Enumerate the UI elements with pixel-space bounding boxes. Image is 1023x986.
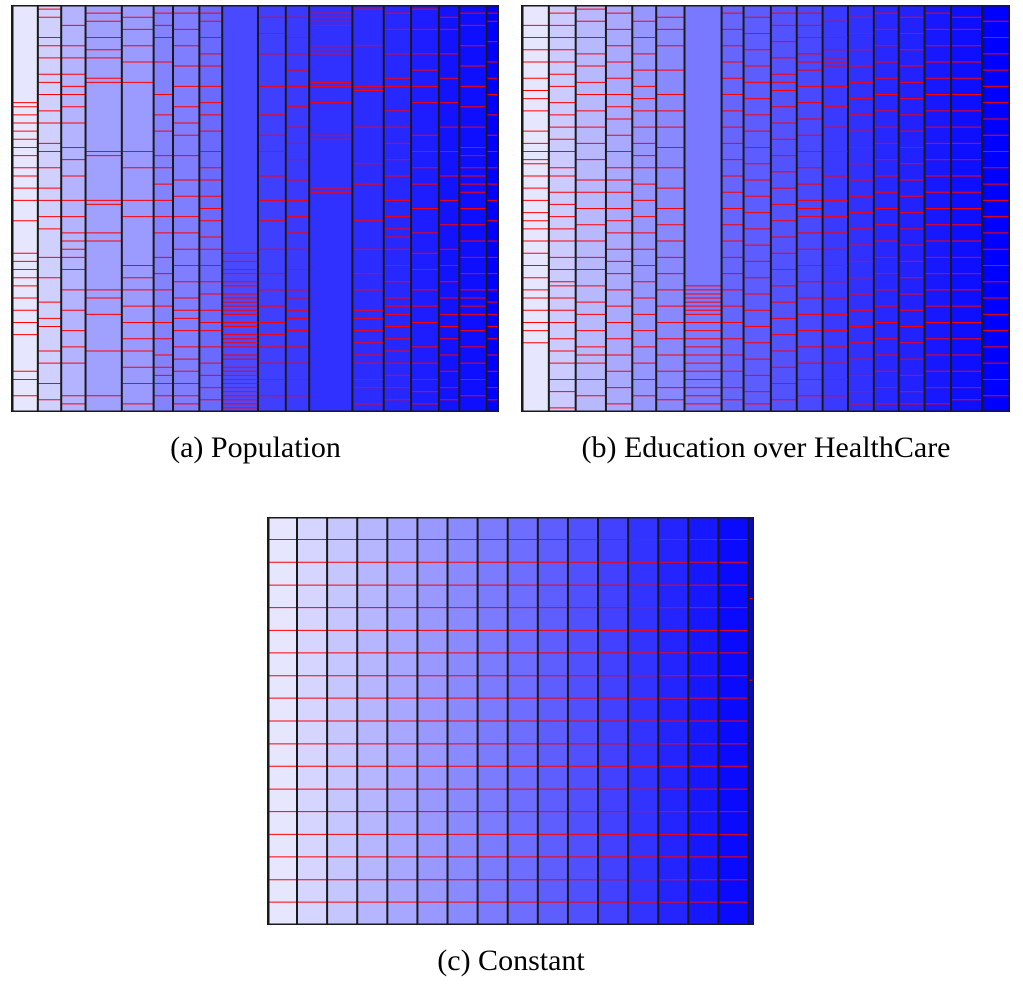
constant-column-7 — [446, 517, 478, 925]
constant-column-4 — [356, 517, 388, 925]
education-over-healthcare-column-14 — [872, 5, 899, 412]
heatmap-cell — [383, 5, 412, 412]
heatmap-cell — [222, 5, 258, 412]
education-over-healthcare-column-2 — [547, 5, 576, 412]
heatmap-cell — [847, 5, 874, 412]
heatmap-cell — [352, 5, 384, 412]
population-column-14 — [382, 5, 412, 412]
heatmap-cell — [61, 5, 86, 412]
education-over-healthcare-column-3 — [574, 5, 606, 412]
heatmap-cell — [548, 5, 576, 412]
constant-column-15 — [687, 517, 719, 925]
heatmap-cell — [748, 517, 754, 925]
constant-column-6 — [416, 517, 448, 925]
population-column-17 — [458, 5, 487, 412]
constant-column-2 — [296, 517, 328, 925]
heatmap-cell — [173, 5, 200, 412]
caption-constant: (c) Constant — [437, 944, 585, 977]
population-column-13 — [351, 5, 384, 412]
education-over-healthcare-column-1 — [521, 5, 549, 412]
population-column-12 — [308, 5, 353, 412]
heatmap-cell — [285, 5, 310, 412]
education-over-healthcare-column-16 — [923, 5, 951, 412]
heatmap-constant — [267, 517, 754, 925]
heatmap-cell — [982, 5, 1010, 412]
heatmap-cell — [309, 5, 353, 412]
education-over-healthcare-column-5 — [631, 5, 657, 412]
constant-column-5 — [386, 517, 418, 925]
heatmap-frame — [12, 5, 499, 412]
education-over-healthcare-column-18 — [981, 5, 1010, 412]
heatmap-cell — [12, 5, 38, 412]
population-column-1 — [11, 5, 38, 412]
population-column-7 — [172, 5, 200, 412]
constant-column-11 — [566, 517, 599, 925]
education-over-healthcare-column-9 — [742, 5, 771, 412]
heatmap-cell — [85, 5, 122, 412]
heatmap-frame — [268, 517, 754, 925]
heatmap-cell — [684, 5, 722, 412]
heatmap-cell — [522, 5, 549, 412]
heatmap-population — [11, 5, 499, 412]
population-column-8 — [198, 5, 223, 412]
education-over-healthcare-column-8 — [720, 5, 744, 412]
heatmap-cell — [438, 5, 460, 412]
heatmap-frame — [522, 5, 1010, 412]
heatmap-cell — [37, 5, 62, 412]
heatmap-cell — [632, 5, 657, 412]
constant-column-1 — [267, 517, 298, 925]
education-over-healthcare-column-10 — [769, 5, 797, 412]
population-column-5 — [120, 5, 154, 412]
education-over-healthcare-column-13 — [846, 5, 874, 412]
education-over-healthcare-column-11 — [795, 5, 823, 412]
population-column-18 — [485, 5, 499, 412]
constant-column-13 — [627, 517, 659, 925]
heatmap-education-over-healthcare — [521, 5, 1010, 412]
heatmap-cell — [898, 5, 925, 412]
constant-column-12 — [597, 517, 629, 925]
heatmap-cell — [486, 5, 499, 412]
population-column-3 — [60, 5, 86, 412]
constant-column-14 — [657, 517, 689, 925]
heatmap-cell — [743, 5, 771, 412]
constant-column-10 — [536, 517, 568, 925]
panel-constant — [267, 517, 754, 925]
population-column-15 — [410, 5, 439, 412]
heatmap-cell — [121, 5, 154, 412]
population-column-2 — [36, 5, 62, 412]
population-column-10 — [256, 5, 286, 412]
education-over-healthcare-column-12 — [821, 5, 848, 412]
education-over-healthcare-column-6 — [655, 5, 685, 412]
education-over-healthcare-column-7 — [683, 5, 722, 412]
constant-column-9 — [506, 517, 538, 925]
education-over-healthcare-column-15 — [897, 5, 925, 412]
heatmap-cell — [257, 5, 286, 412]
population-column-11 — [284, 5, 310, 412]
constant-column-3 — [326, 517, 358, 925]
caption-education-over-healthcare: (b) Education over HealthCare — [581, 431, 951, 464]
population-column-16 — [437, 5, 460, 412]
population-column-6 — [152, 5, 174, 412]
population-column-4 — [84, 5, 122, 412]
population-column-9 — [221, 5, 258, 412]
education-over-healthcare-column-17 — [949, 5, 983, 412]
caption-population: (a) Population — [170, 431, 341, 464]
heatmap-cell — [153, 5, 174, 412]
constant-column-8 — [476, 517, 508, 925]
constant-column-16 — [717, 517, 749, 925]
heatmap-cell — [822, 5, 848, 412]
panel-population — [11, 5, 499, 412]
heatmap-cell — [770, 5, 797, 412]
panel-education-over-healthcare — [521, 5, 1010, 412]
education-over-healthcare-column-4 — [604, 5, 633, 412]
